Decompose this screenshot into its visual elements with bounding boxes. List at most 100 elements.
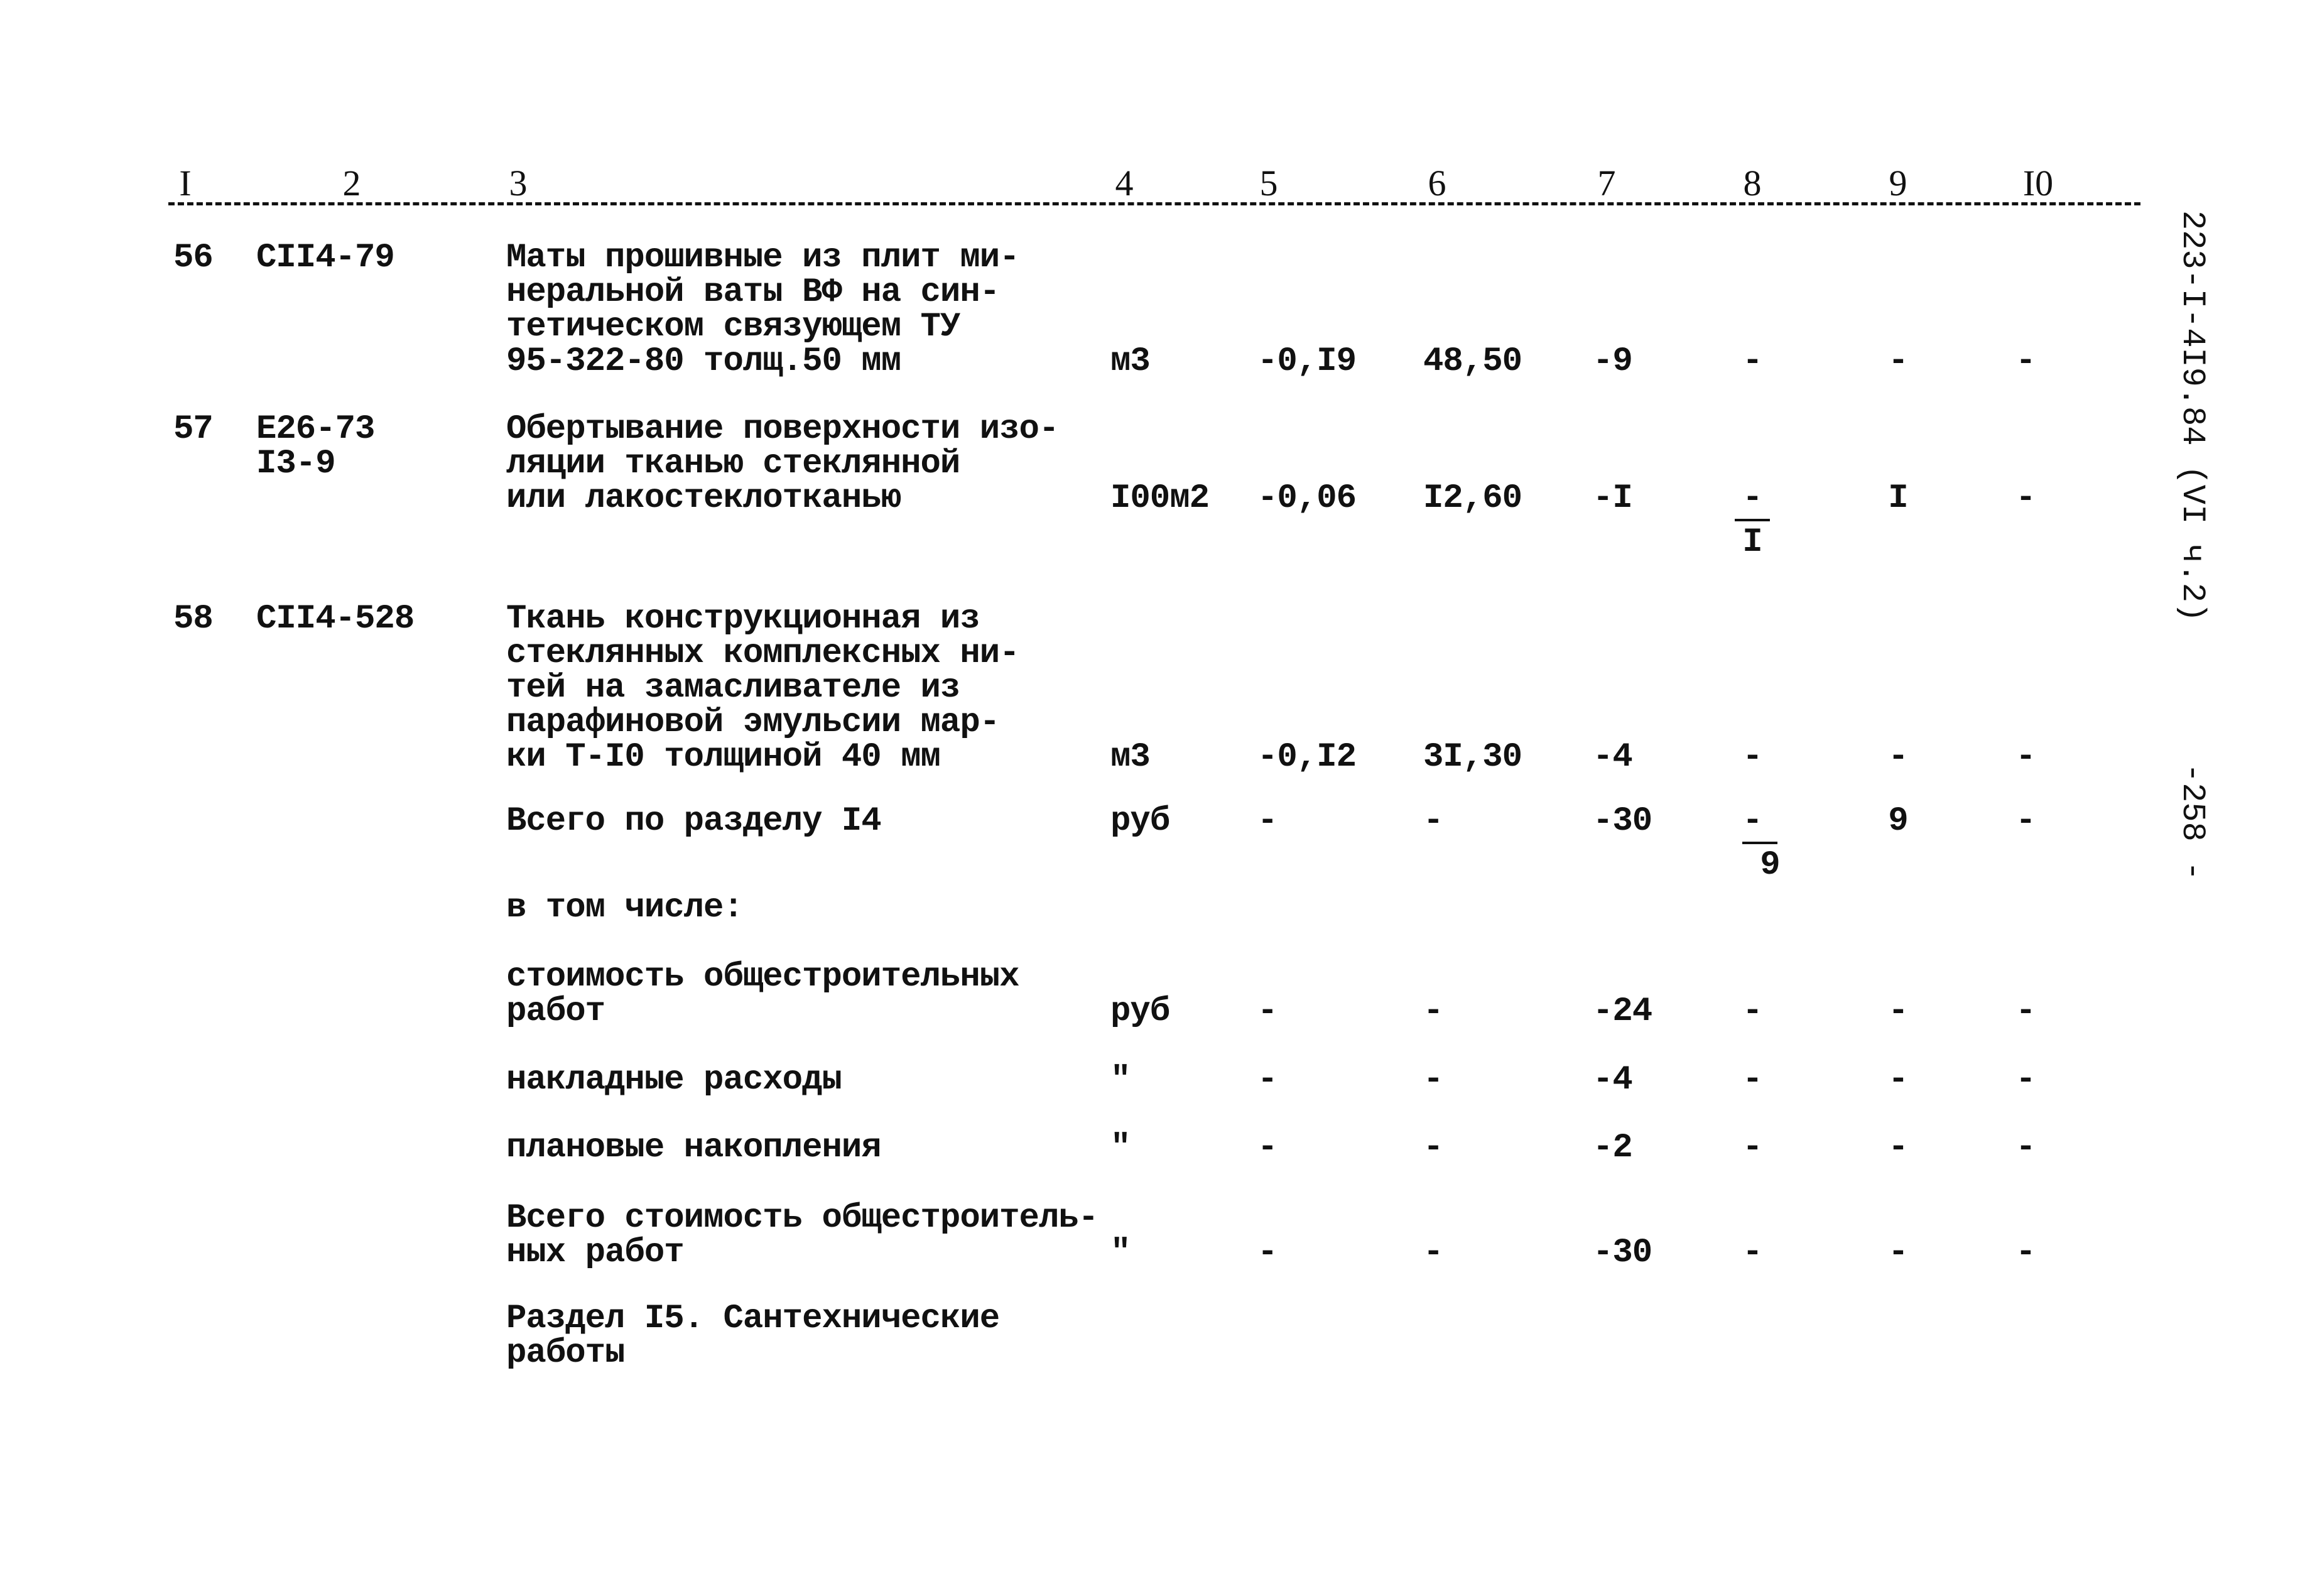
fraction-bar [1735, 519, 1770, 521]
fraction-bar [1742, 842, 1777, 844]
row-unit: руб [1110, 802, 1170, 840]
page-number: -258 - [2174, 763, 2211, 881]
column-header: 9 [1889, 163, 1907, 204]
row-col6: I2,60 [1423, 479, 1522, 518]
row-number: 58 [173, 600, 214, 638]
row-description: работ [506, 992, 605, 1031]
row-col7: -24 [1593, 992, 1652, 1031]
row-col10: - [2015, 802, 2036, 840]
row-col9: - [1888, 992, 1908, 1031]
row-col5: - [1257, 992, 1277, 1031]
row-description: в том числе: [506, 889, 744, 927]
row-col5: - [1257, 1061, 1277, 1099]
column-header: 2 [342, 163, 361, 204]
row-col8: - [1742, 342, 1762, 381]
row-col7: -2 [1593, 1129, 1633, 1167]
row-col5: -0,06 [1257, 479, 1357, 518]
row-col7: -9 [1593, 342, 1633, 381]
header-rule [168, 202, 2140, 205]
column-header: 7 [1597, 163, 1616, 204]
row-number: 56 [173, 239, 214, 277]
row-description: ных работ [506, 1234, 685, 1272]
row-col7: -4 [1593, 738, 1633, 776]
row-col10: - [2015, 342, 2036, 381]
row-col5: -0,I2 [1257, 738, 1357, 776]
row-col10: - [2015, 1234, 2036, 1272]
row-col9: - [1888, 342, 1908, 381]
row-unit: " [1110, 1061, 1131, 1099]
row-description: парафиновой эмульсии мар- [506, 703, 1000, 742]
row-code: I3-9 [256, 445, 336, 483]
row-col10: - [2015, 738, 2036, 776]
row-col8: - [1742, 992, 1762, 1031]
row-col6: - [1423, 992, 1443, 1031]
row-description: тетическом связующем ТУ [506, 308, 960, 346]
row-col9: I [1888, 479, 1908, 518]
row-col8: - [1742, 1061, 1762, 1099]
row-unit: I00м2 [1110, 479, 1210, 518]
row-col9: 9 [1888, 802, 1908, 840]
row-description: тей на замасливателе из [506, 669, 960, 707]
row-col9: - [1888, 1061, 1908, 1099]
column-header: 5 [1259, 163, 1278, 204]
column-header: 3 [509, 163, 528, 204]
row-description: стеклянных комплексных ни- [506, 634, 1020, 673]
row-col5: -0,I9 [1257, 342, 1357, 381]
row-description: Ткань конструкционная из [506, 600, 980, 638]
row-unit: м3 [1110, 738, 1151, 776]
row-description: плановые накопления [506, 1129, 882, 1167]
row-col5: - [1257, 802, 1277, 840]
row-col8-lower: 9 [1760, 846, 1780, 884]
row-col8: - [1742, 802, 1762, 840]
column-header: 6 [1428, 163, 1446, 204]
row-description: Раздел I5. Сантехнические [506, 1300, 1000, 1338]
row-code: СII4-528 [256, 600, 415, 638]
row-col8: - [1742, 738, 1762, 776]
row-col7: -I [1593, 479, 1633, 518]
row-col5: - [1257, 1129, 1277, 1167]
row-description: неральной ваты ВФ на син- [506, 273, 1000, 312]
row-description: Всего по разделу I4 [506, 802, 882, 840]
row-code: Е26-73 [256, 410, 375, 448]
row-col10: - [2015, 1061, 2036, 1099]
row-col8: - [1742, 1129, 1762, 1167]
row-col7: -4 [1593, 1061, 1633, 1099]
row-col9: - [1888, 1129, 1908, 1167]
document-code: 223-I-4I9.84 (VI ч.2) [2174, 210, 2211, 622]
row-col8: - [1742, 479, 1762, 518]
row-col6: 48,50 [1423, 342, 1522, 381]
row-unit: " [1110, 1129, 1131, 1167]
row-col6: - [1423, 802, 1443, 840]
row-description: 95-322-80 толщ.50 мм [506, 342, 901, 381]
row-code: СII4-79 [256, 239, 395, 277]
row-unit: руб [1110, 992, 1170, 1031]
row-col6: - [1423, 1061, 1443, 1099]
row-description: или лакостеклотканью [506, 479, 901, 518]
row-description: ки Т-I0 толщиной 40 мм [506, 738, 941, 776]
row-col10: - [2015, 479, 2036, 518]
row-description: стоимость общестроительных [506, 958, 1020, 996]
row-description: работы [506, 1334, 625, 1372]
row-description: Маты прошивные из плит ми- [506, 239, 1020, 277]
row-col5: - [1257, 1234, 1277, 1272]
row-col7: -30 [1593, 802, 1652, 840]
row-unit: " [1110, 1234, 1131, 1272]
row-col10: - [2015, 992, 2036, 1031]
column-header: I0 [2022, 163, 2054, 204]
row-description: Обертывание поверхности изо- [506, 410, 1059, 448]
column-header: 4 [1115, 163, 1134, 204]
row-col6: - [1423, 1234, 1443, 1272]
row-col8: - [1742, 1234, 1762, 1272]
row-description: накладные расходы [506, 1061, 842, 1099]
row-number: 57 [173, 410, 214, 448]
row-col8-lower: I [1742, 523, 1762, 562]
column-header: I [179, 163, 192, 204]
column-header: 8 [1743, 163, 1762, 204]
row-col9: - [1888, 1234, 1908, 1272]
row-col9: - [1888, 738, 1908, 776]
row-description: ляции тканью стеклянной [506, 445, 960, 483]
row-description: Всего стоимость общестроитель- [506, 1199, 1098, 1237]
row-col6: 3I,30 [1423, 738, 1522, 776]
row-unit: м3 [1110, 342, 1151, 381]
row-col10: - [2015, 1129, 2036, 1167]
